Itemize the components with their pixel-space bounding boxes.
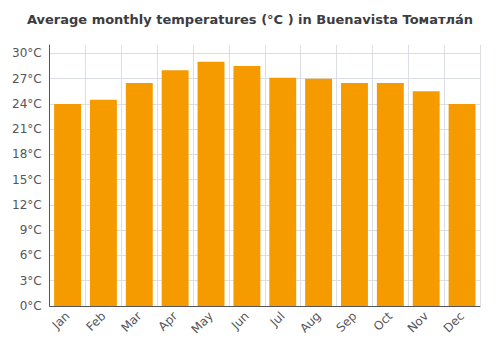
svg-text:Sep: Sep: [334, 309, 360, 335]
svg-text:Average monthly temperatures (: Average monthly temperatures (°C ) in Bu…: [27, 12, 473, 27]
svg-text:24°C: 24°C: [12, 97, 42, 111]
svg-text:May: May: [189, 309, 216, 336]
svg-text:27°C: 27°C: [12, 72, 42, 86]
svg-text:0°C: 0°C: [20, 299, 42, 313]
svg-text:6°C: 6°C: [20, 248, 42, 262]
svg-text:Mar: Mar: [118, 309, 144, 335]
svg-text:15°C: 15°C: [12, 173, 42, 187]
svg-text:Apr: Apr: [156, 309, 181, 334]
svg-text:Dec: Dec: [441, 309, 467, 335]
svg-text:3°C: 3°C: [20, 274, 42, 288]
svg-text:18°C: 18°C: [12, 147, 42, 161]
svg-text:12°C: 12°C: [12, 198, 42, 212]
svg-text:Jul: Jul: [267, 309, 288, 330]
svg-text:30°C: 30°C: [12, 46, 42, 60]
svg-text:9°C: 9°C: [20, 223, 42, 237]
svg-text:Jan: Jan: [49, 309, 73, 333]
svg-text:Oct: Oct: [371, 309, 396, 334]
svg-text:21°C: 21°C: [12, 122, 42, 136]
svg-text:Nov: Nov: [405, 309, 431, 335]
svg-text:Jun: Jun: [228, 309, 252, 333]
svg-text:Feb: Feb: [83, 309, 108, 334]
svg-text:Aug: Aug: [297, 309, 323, 335]
